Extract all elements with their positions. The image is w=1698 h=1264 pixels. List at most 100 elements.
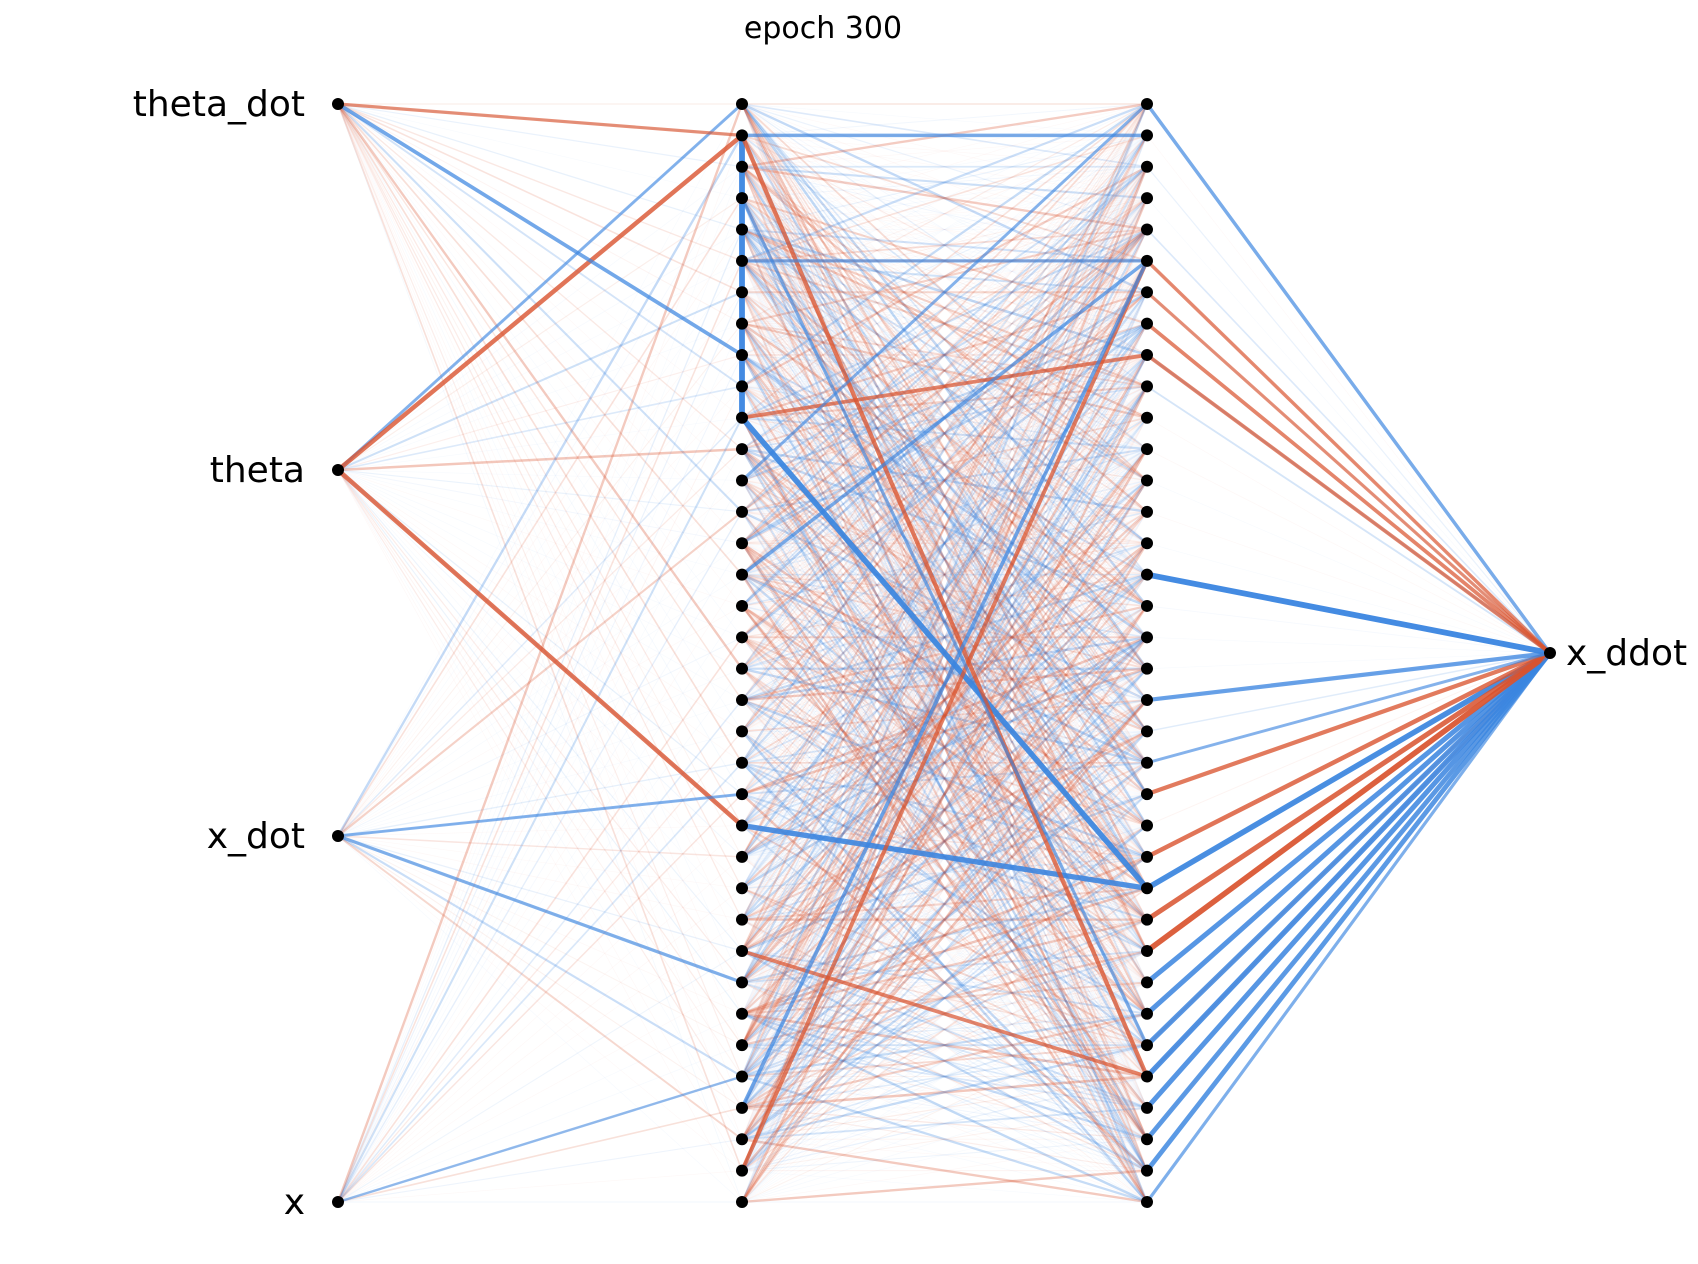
connection-edge	[741, 856, 1148, 889]
connection-edge	[741, 448, 1148, 952]
connection-edge	[741, 542, 1148, 1078]
connection-edge	[741, 448, 1148, 481]
connection-edge	[739, 414, 1150, 892]
connection-edge	[337, 469, 743, 607]
connection-edge	[740, 636, 1149, 921]
hidden-node	[1141, 694, 1153, 707]
connection-edge	[741, 166, 1148, 1172]
connection-edge	[741, 605, 1148, 670]
connection-edge	[740, 102, 1149, 262]
connection-edge	[741, 730, 1148, 1172]
input-node	[332, 1196, 344, 1208]
connection-edge	[741, 229, 1148, 764]
connection-edge	[740, 165, 1149, 545]
connection-edge	[741, 260, 1148, 356]
connection-edge	[741, 667, 1148, 1141]
connection-edge	[741, 197, 1148, 858]
connection-edge	[741, 918, 1148, 1078]
connection-edge	[741, 323, 1148, 638]
connection-edge	[337, 761, 743, 1203]
connection-edge	[741, 134, 1148, 293]
connection-edge	[741, 291, 1148, 576]
connection-edge	[741, 887, 1148, 1015]
connection-edge	[337, 982, 743, 1203]
connection-edge	[741, 291, 1148, 450]
connection-edge	[741, 542, 1148, 984]
connection-edge	[741, 950, 1148, 1203]
connection-edge	[741, 197, 1148, 607]
connection-edge	[1146, 448, 1551, 654]
connection-edge	[741, 291, 1148, 670]
connection-edge	[741, 981, 1148, 1015]
connection-edge	[741, 605, 1148, 1078]
connection-edge	[740, 1012, 1149, 1078]
connection-edge	[741, 135, 1148, 1015]
connection-edge	[741, 1075, 1148, 1140]
connection-edge	[741, 354, 1148, 513]
connection-edge	[1144, 650, 1553, 860]
connection-edge	[741, 197, 1148, 764]
hidden-node	[736, 286, 748, 299]
connection-edge	[741, 668, 1148, 1109]
connection-edge	[741, 354, 1148, 1046]
connection-edge	[741, 605, 1148, 1171]
connection-edge	[741, 699, 1148, 1077]
connection-edge	[741, 699, 1148, 1203]
connection-edge	[741, 448, 1148, 544]
connection-edge	[1145, 259, 1552, 655]
connection-edge	[740, 698, 1149, 1110]
connection-edge	[741, 731, 1148, 795]
connection-edge	[741, 573, 1148, 1109]
connection-edge	[741, 480, 1148, 513]
connection-edge	[741, 542, 1148, 575]
connection-edge	[740, 636, 1149, 984]
connection-edge	[741, 919, 1148, 1172]
hidden-node	[1141, 599, 1153, 612]
connection-edge	[741, 448, 1148, 575]
connection-edge	[337, 103, 743, 199]
connection-edge	[740, 102, 1149, 482]
connection-edge	[741, 229, 1148, 701]
connection-edge	[740, 761, 1149, 858]
connection-edge	[741, 229, 1148, 889]
connection-edge	[337, 103, 743, 168]
connection-edge	[741, 323, 1148, 419]
hidden-node	[736, 474, 748, 487]
connection-edge	[741, 1013, 1148, 1046]
connection-edge	[741, 511, 1148, 607]
connection-edge	[739, 133, 1150, 1079]
connection-edge	[337, 197, 743, 1203]
hidden-node	[736, 160, 748, 173]
connection-edge	[741, 699, 1148, 921]
connection-edge	[741, 793, 1148, 1015]
connection-edge	[740, 542, 1149, 921]
connection-edge	[740, 1169, 1149, 1204]
connection-edge	[741, 605, 1148, 889]
connection-edge	[741, 134, 1148, 607]
connection-edge	[741, 479, 1148, 701]
connection-edge	[741, 291, 1148, 513]
connection-edge	[741, 730, 1148, 827]
connection-edge	[741, 824, 1148, 1046]
connection-edge	[741, 323, 1148, 669]
connection-edge	[740, 353, 1149, 639]
connection-edge	[337, 825, 743, 837]
connection-edge	[741, 1013, 1148, 1141]
connection-edge	[741, 511, 1148, 1077]
connection-edge	[741, 135, 1148, 230]
connection-edge	[740, 228, 1149, 325]
connection-edge	[741, 981, 1148, 1077]
connection-edge	[741, 134, 1148, 670]
connection-edge	[740, 447, 1149, 1141]
connection-edge	[741, 291, 1148, 513]
connection-edge	[741, 542, 1148, 795]
connection-edge	[741, 166, 1148, 701]
connection-edge	[741, 762, 1148, 1140]
connection-edge	[741, 919, 1148, 952]
connection-edge	[740, 258, 1149, 1110]
connection-edge	[1144, 650, 1553, 1174]
connection-edge	[741, 574, 1148, 889]
connection-edge	[741, 762, 1148, 1140]
connection-edge	[741, 166, 1148, 795]
connection-edge	[741, 103, 1148, 231]
